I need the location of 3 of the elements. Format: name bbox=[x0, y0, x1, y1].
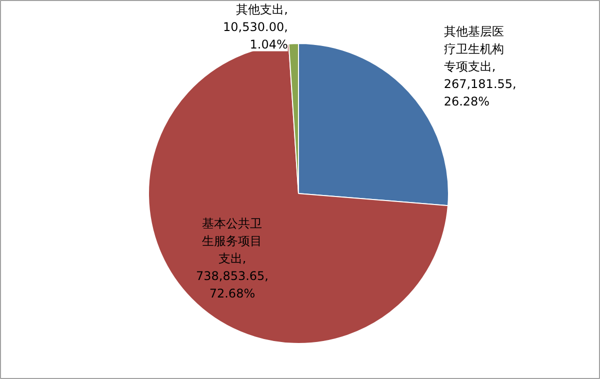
slice-label: 其他基层医疗卫生机构专项支出, 267,181.55, 26.28% bbox=[444, 24, 516, 108]
slice-label: 基本公共卫生服务项目支出, 738,853.65, 72.68% bbox=[196, 216, 268, 301]
slice-label: 其他支出, 10,530.00, 1.04% bbox=[223, 2, 288, 52]
